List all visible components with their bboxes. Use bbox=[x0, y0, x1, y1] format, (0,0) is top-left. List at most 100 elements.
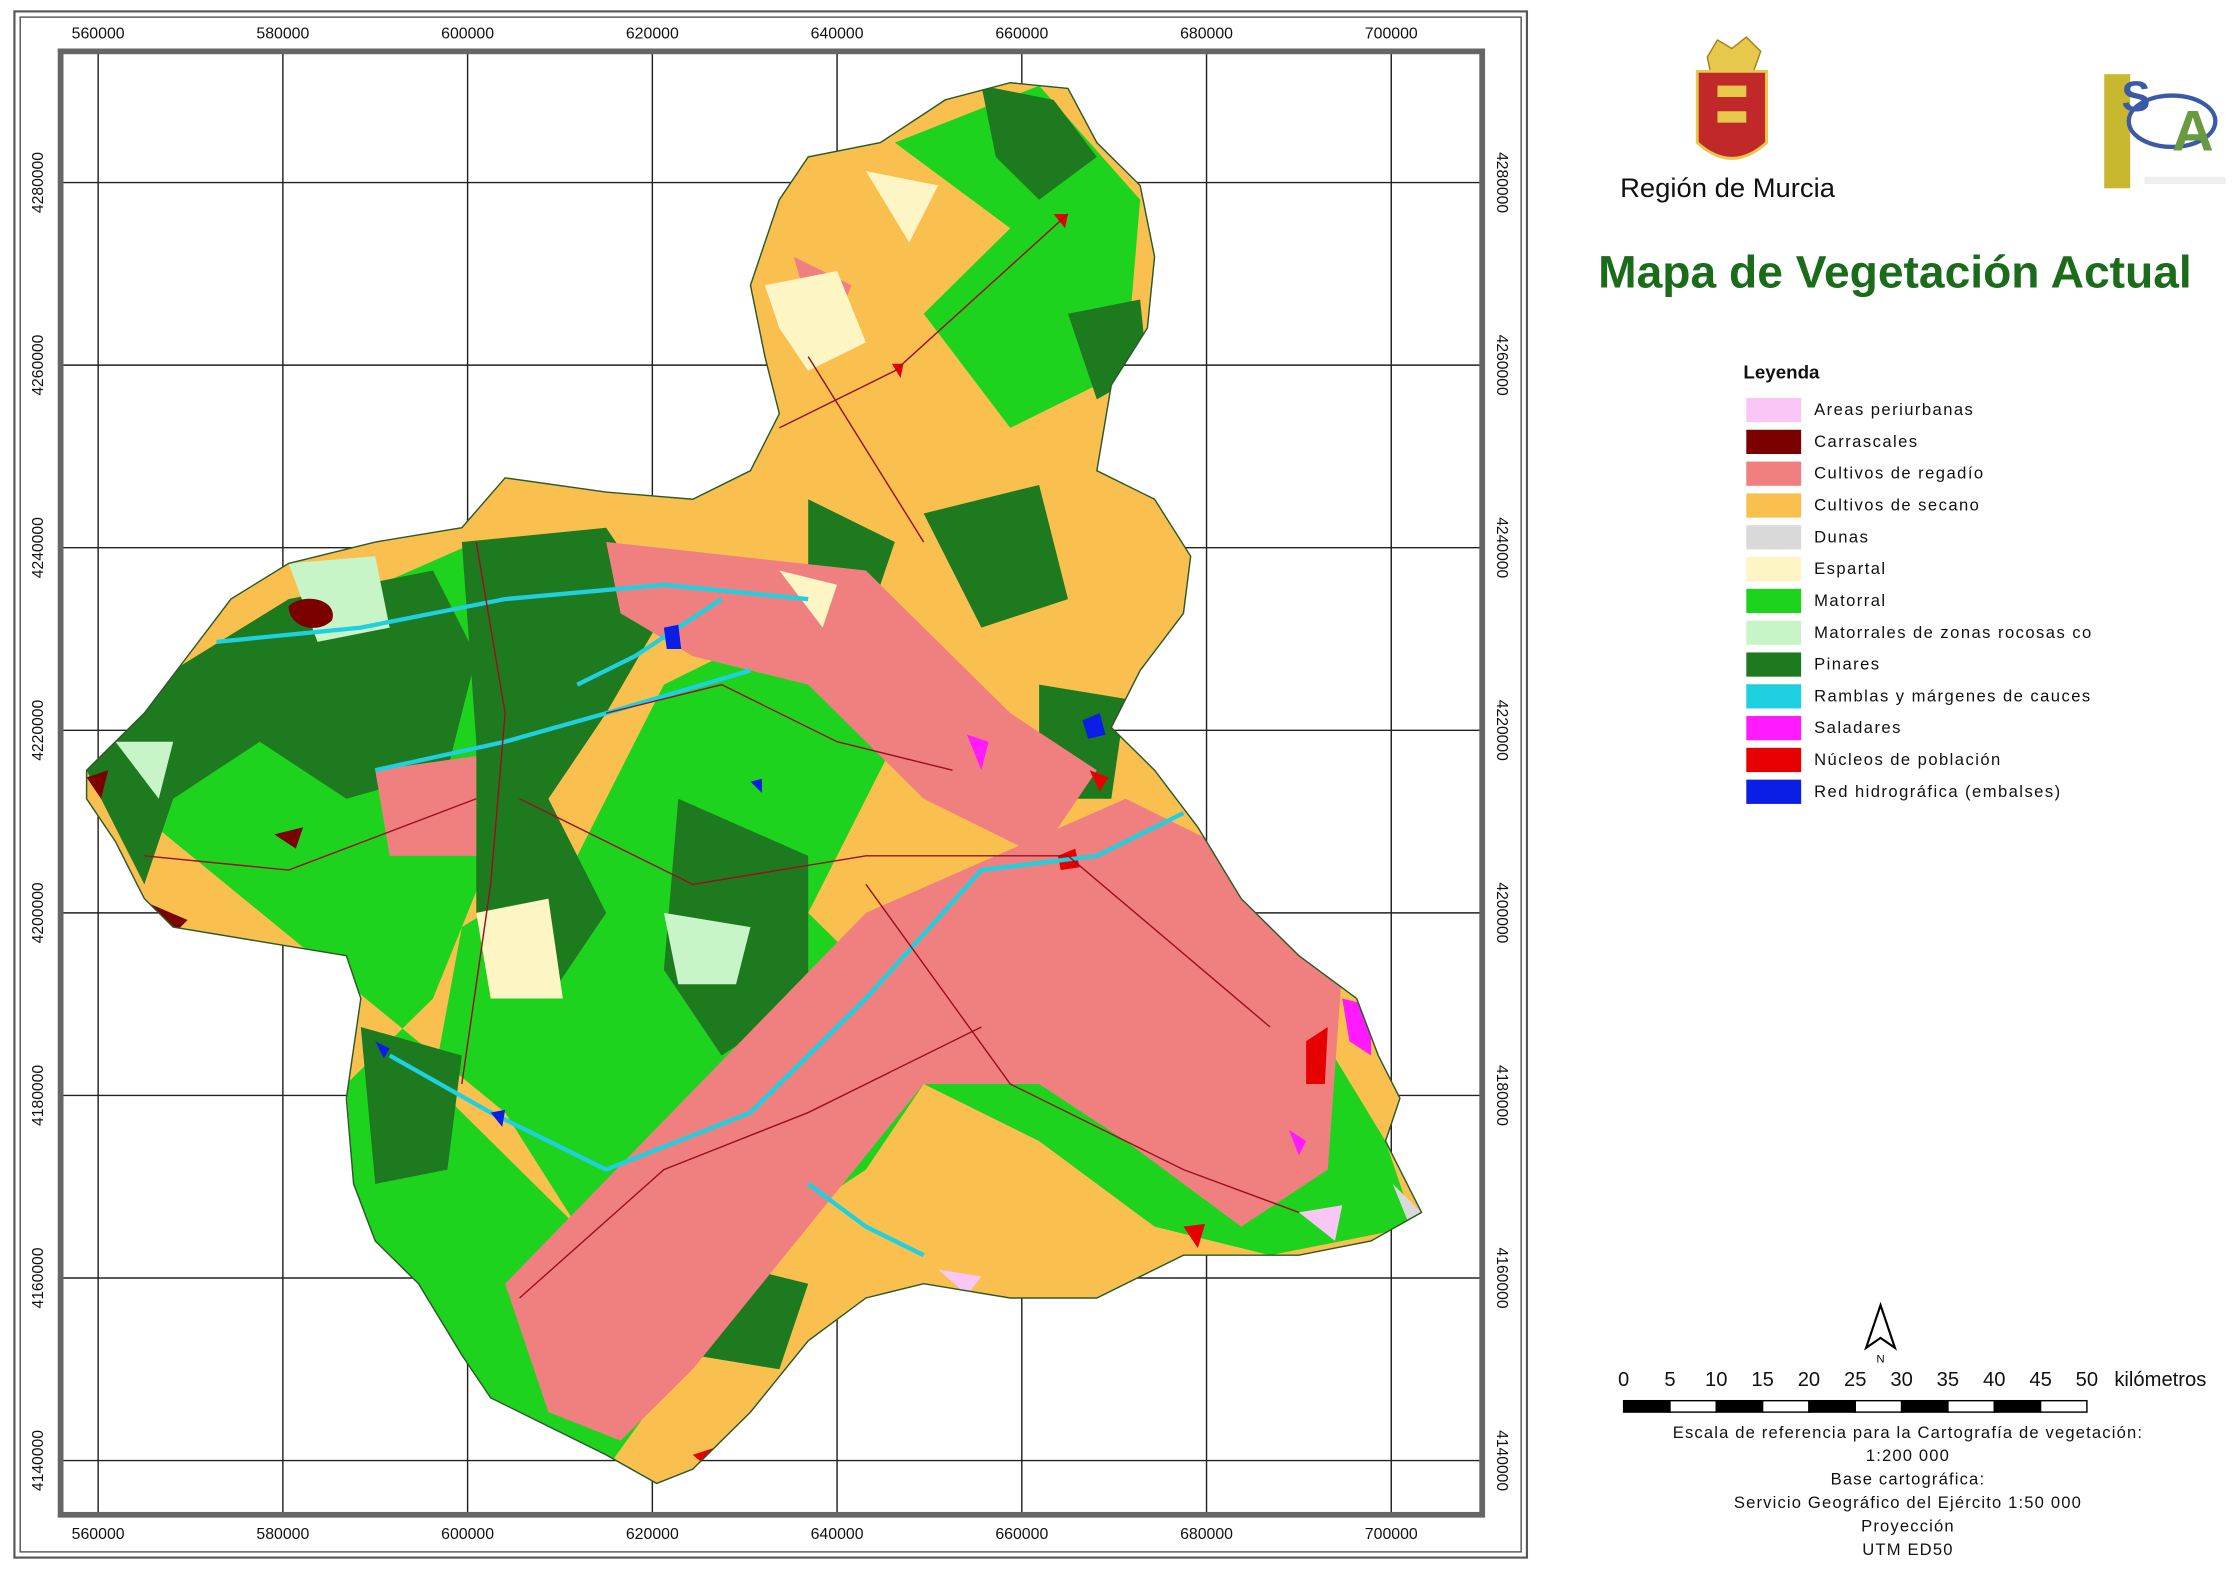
y-grid-label: 4140000 bbox=[1493, 1430, 1510, 1491]
legend-label: Matorrales de zonas rocosas co bbox=[1814, 624, 2093, 642]
legend-swatch bbox=[1746, 779, 1802, 804]
scale-tick-label: 45 bbox=[2029, 1369, 2051, 1391]
scale-tick-label: 0 bbox=[1618, 1369, 1629, 1391]
y-grid-label: 4160000 bbox=[1493, 1248, 1510, 1309]
x-grid-label: 660000 bbox=[995, 1526, 1048, 1543]
legend-label: Pinares bbox=[1814, 656, 1880, 674]
regadio-patches bbox=[375, 256, 852, 856]
scale-tick-label: 35 bbox=[1937, 1369, 1959, 1391]
outer-frame bbox=[13, 10, 1529, 1559]
scale-segment bbox=[1947, 1399, 1995, 1413]
legend-label: Núcleos de población bbox=[1814, 751, 2002, 769]
scale-tick-label: 5 bbox=[1664, 1369, 1675, 1391]
scale-note: Proyección bbox=[1861, 1517, 1955, 1535]
x-grid-label: 680000 bbox=[1180, 25, 1233, 42]
legend-label: Espartal bbox=[1814, 560, 1886, 578]
rocosas-patches bbox=[115, 556, 751, 985]
legend-label: Carrascales bbox=[1814, 433, 1918, 451]
y-grid-label: 4260000 bbox=[1493, 335, 1510, 396]
scale-segment bbox=[1854, 1399, 1903, 1413]
legend-swatch bbox=[1746, 429, 1802, 455]
legend-swatch bbox=[1746, 747, 1802, 773]
scale-bar: 0 5 10 15 20 25 30 35 40 45 50 bbox=[1618, 1369, 2098, 1413]
y-grid-label: 4280000 bbox=[1493, 152, 1510, 213]
scale-segment bbox=[1993, 1399, 2042, 1413]
scale-tick-label: 40 bbox=[1983, 1369, 2005, 1391]
scale-segment bbox=[1761, 1399, 1810, 1413]
outer-frame-inner bbox=[19, 16, 1522, 1553]
scale-tick-label: 20 bbox=[1798, 1369, 1820, 1391]
y-grid-label: 4200000 bbox=[1493, 882, 1510, 943]
scale-segment bbox=[1808, 1399, 1856, 1413]
x-grid-label: 560000 bbox=[72, 25, 125, 42]
x-grid-label: 600000 bbox=[441, 1526, 494, 1543]
legend-label: Saladares bbox=[1814, 719, 1902, 737]
y-grid-label: 4240000 bbox=[1493, 517, 1510, 578]
legend-swatch bbox=[1746, 716, 1802, 741]
scale-notes: Escala de referencia para la Cartografía… bbox=[1673, 1424, 2142, 1559]
legend-swatch bbox=[1746, 588, 1802, 614]
x-grid-label: 580000 bbox=[256, 1526, 309, 1543]
x-grid-label: 700000 bbox=[1365, 1526, 1418, 1543]
sigpa-logo: S A bbox=[2104, 73, 2226, 189]
x-grid-label: 680000 bbox=[1180, 1526, 1233, 1543]
x-grid-label: 560000 bbox=[72, 1526, 125, 1543]
x-grid-label: 640000 bbox=[811, 25, 864, 42]
legend: Areas periurbanas Carrascales Cultivos de … bbox=[1746, 397, 2093, 804]
scale-segment bbox=[1715, 1399, 1764, 1413]
legend-label: Cultivos de regadío bbox=[1814, 465, 1984, 483]
scale-note: 1:200 000 bbox=[1866, 1447, 1950, 1465]
regadio-valley bbox=[505, 798, 1343, 1441]
dunas-patch bbox=[1392, 1183, 1422, 1220]
periurbanas-patches bbox=[938, 1205, 1343, 1296]
y-grid-label: 4140000 bbox=[30, 1430, 47, 1491]
legend-swatch bbox=[1746, 684, 1802, 709]
pinares-west bbox=[86, 570, 477, 885]
region-name: Región de Murcia bbox=[1620, 172, 1836, 203]
scale-tick-label: 15 bbox=[1751, 1369, 1773, 1391]
scale-segment bbox=[1669, 1399, 1718, 1413]
north-arrow bbox=[1864, 1301, 1898, 1351]
region-outline bbox=[85, 82, 1423, 1485]
scale-note: UTM ED50 bbox=[1862, 1541, 1953, 1559]
y-grid-label: 4280000 bbox=[30, 152, 47, 213]
legend-swatch bbox=[1746, 525, 1802, 550]
ramblas bbox=[216, 582, 1185, 1258]
espartal-patches bbox=[476, 171, 939, 999]
legend-label: Matorral bbox=[1814, 592, 1886, 610]
x-grid-label: 580000 bbox=[256, 25, 309, 42]
legend-swatch bbox=[1746, 652, 1802, 677]
scale-unit: kilómetros bbox=[2114, 1369, 2206, 1391]
x-grid-label: 600000 bbox=[441, 25, 494, 42]
map-frame bbox=[57, 48, 1486, 1518]
roads bbox=[144, 213, 1300, 1299]
svg-text:A: A bbox=[2172, 100, 2214, 164]
pinares-patches bbox=[923, 85, 1148, 799]
vegetation-map bbox=[86, 82, 1422, 1484]
y-grid-label: 4180000 bbox=[1493, 1065, 1510, 1126]
x-grid-label: 620000 bbox=[626, 25, 679, 42]
scale-tick-label: 25 bbox=[1844, 1369, 1866, 1391]
y-grid-label: 4260000 bbox=[30, 334, 47, 395]
legend-swatch bbox=[1746, 620, 1802, 645]
y-grid-label: 4220000 bbox=[30, 700, 47, 761]
legend-title: Leyenda bbox=[1743, 362, 1820, 383]
regadio-north bbox=[606, 542, 1097, 856]
scale-segment bbox=[1622, 1399, 1671, 1413]
x-grid-label: 700000 bbox=[1365, 25, 1418, 42]
north-label: N bbox=[1876, 1353, 1884, 1365]
y-grid-label: 4180000 bbox=[30, 1065, 47, 1126]
scale-note: Servicio Geográfico del Ejército 1:50 00… bbox=[1734, 1494, 2082, 1512]
legend-label: Red hidrográfica (embalses) bbox=[1814, 783, 2061, 801]
scale-tick-label: 30 bbox=[1890, 1369, 1912, 1391]
x-grid-label: 620000 bbox=[626, 1526, 679, 1543]
legend-swatch bbox=[1746, 556, 1802, 582]
legend-label: Dunas bbox=[1814, 528, 1869, 546]
scale-segment bbox=[1900, 1399, 1949, 1413]
y-grid-label: 4200000 bbox=[30, 882, 47, 943]
scale-note: Base cartográfica: bbox=[1831, 1471, 1986, 1489]
region-emblem bbox=[1695, 36, 1768, 160]
pinares-central bbox=[461, 527, 664, 999]
scale-tick-label: 50 bbox=[2076, 1369, 2098, 1391]
